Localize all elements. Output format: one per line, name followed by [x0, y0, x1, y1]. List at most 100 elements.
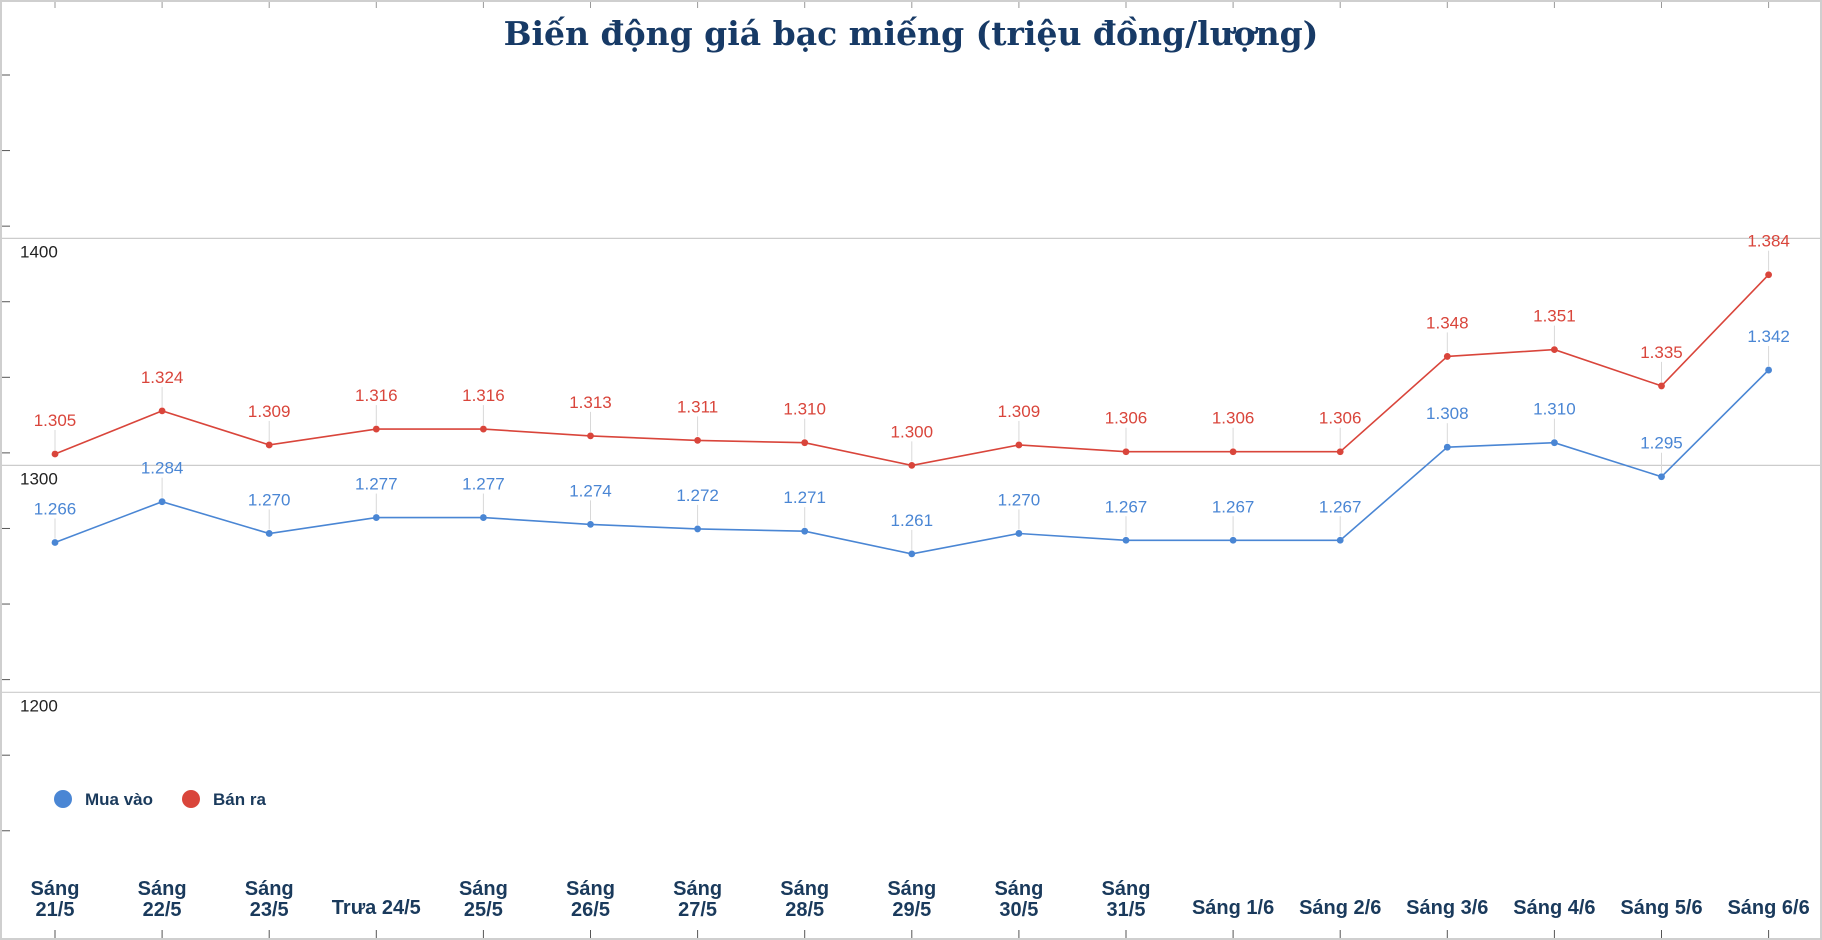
chart-title: Biến động giá bạc miếng (triệu đồng/lượn…: [503, 14, 1319, 53]
axis-ticks: 1200 1300 1400: [2, 2, 1770, 938]
series-lines: [51, 271, 1772, 558]
legend-label: Mua vào: [85, 790, 153, 809]
data-label: 1.272: [676, 486, 719, 505]
data-point: [801, 439, 809, 447]
x-axis-label: 27/5: [678, 899, 717, 921]
data-point: [158, 498, 166, 506]
data-point: [801, 527, 809, 535]
x-axis-label: Sáng: [780, 878, 829, 900]
data-label: 1.310: [1533, 400, 1576, 419]
legend: Mua vào Bán ra: [54, 790, 266, 809]
data-label: 1.306: [1105, 409, 1148, 428]
legend-label: Bán ra: [213, 790, 266, 809]
x-axis-label: Sáng: [459, 878, 508, 900]
data-label: 1.306: [1212, 409, 1255, 428]
x-axis-label: Sáng 1/6: [1192, 897, 1274, 919]
data-labels: 1.266 1.284 1.270 1.277 1.277 1.274 1.272 1.271…: [34, 232, 1790, 550]
data-label: 1.270: [998, 490, 1041, 509]
x-axis-label: 23/5: [250, 899, 289, 921]
data-label: 1.335: [1640, 343, 1683, 362]
data-point: [1229, 448, 1237, 456]
data-point: [265, 530, 273, 537]
data-label: 1.311: [677, 397, 718, 416]
data-point: [158, 407, 166, 415]
x-axis-label: 29/5: [892, 899, 931, 921]
x-axis-label: 30/5: [999, 899, 1038, 921]
x-axis-label: 31/5: [1107, 899, 1146, 921]
data-point: [1015, 530, 1023, 537]
data-point: [1443, 443, 1451, 451]
data-point: [908, 550, 916, 558]
data-point: [51, 450, 59, 458]
x-axis-label: Sáng: [138, 878, 187, 900]
x-axis-label: 25/5: [464, 899, 503, 921]
y-tick-label: 1200: [20, 696, 58, 715]
x-axis-label: Sáng 2/6: [1299, 897, 1381, 919]
x-axis-label: Sáng 5/6: [1620, 897, 1702, 919]
x-axis-label: Sáng: [31, 878, 80, 900]
data-point: [1551, 346, 1558, 354]
data-label: 1.267: [1319, 497, 1362, 516]
x-axis-label: Sáng 6/6: [1727, 897, 1809, 919]
x-axis-label: 28/5: [785, 899, 824, 921]
data-label: 1.313: [569, 393, 612, 412]
data-label: 1.308: [1426, 404, 1469, 423]
x-axis-label: Sáng: [1102, 878, 1151, 900]
x-axis-label: Sáng 4/6: [1513, 897, 1595, 919]
data-point: [694, 525, 701, 533]
x-axis-label: 26/5: [571, 899, 610, 921]
data-label: 1.316: [462, 386, 505, 405]
data-point: [1765, 366, 1772, 374]
data-point: [1443, 353, 1451, 360]
x-axis-label: Sáng: [245, 878, 294, 900]
x-axis-label: Sáng 3/6: [1406, 897, 1488, 919]
x-axis-label: Sáng: [673, 878, 722, 900]
data-label: 1.348: [1426, 313, 1469, 332]
data-point: [1229, 536, 1237, 544]
x-axis-label: Trưa 24/5: [332, 897, 421, 919]
data-point: [1551, 439, 1558, 447]
data-label: 1.309: [998, 402, 1041, 421]
data-label: 1.305: [34, 411, 77, 430]
data-point: [1658, 382, 1665, 390]
x-axis-label: Sáng: [566, 878, 615, 900]
data-label: 1.267: [1212, 497, 1255, 516]
data-point: [1015, 441, 1023, 449]
data-label: 1.310: [783, 400, 826, 419]
data-point: [1336, 448, 1344, 456]
data-label: 1.300: [891, 422, 934, 441]
data-point: [372, 514, 380, 521]
data-label: 1.274: [569, 481, 612, 500]
data-label: 1.342: [1747, 327, 1790, 346]
data-point: [1658, 473, 1665, 481]
data-label: 1.324: [141, 368, 184, 387]
data-point: [265, 441, 273, 449]
data-point: [480, 514, 487, 521]
data-point: [1765, 271, 1772, 279]
data-label: 1.261: [891, 511, 934, 530]
data-label: 1.277: [462, 475, 505, 494]
data-point: [51, 539, 59, 546]
data-point: [908, 461, 916, 469]
data-point: [1122, 448, 1130, 456]
data-point: [1122, 536, 1130, 544]
data-point: [587, 520, 594, 528]
data-label: 1.271: [783, 488, 826, 507]
data-label: 1.316: [355, 386, 398, 405]
data-point: [480, 425, 487, 433]
x-axis-label: 21/5: [36, 899, 75, 921]
data-label: 1.306: [1319, 409, 1362, 428]
data-point: [372, 425, 380, 433]
y-tick-label: 1400: [20, 242, 58, 261]
legend-marker: [54, 790, 72, 808]
data-label: 1.270: [248, 490, 291, 509]
x-axis-label: Sáng: [994, 878, 1043, 900]
x-axis-label: Sáng: [887, 878, 936, 900]
data-label: 1.309: [248, 402, 291, 421]
data-point: [587, 432, 594, 440]
data-label: 1.266: [34, 500, 77, 519]
data-point: [694, 437, 701, 444]
